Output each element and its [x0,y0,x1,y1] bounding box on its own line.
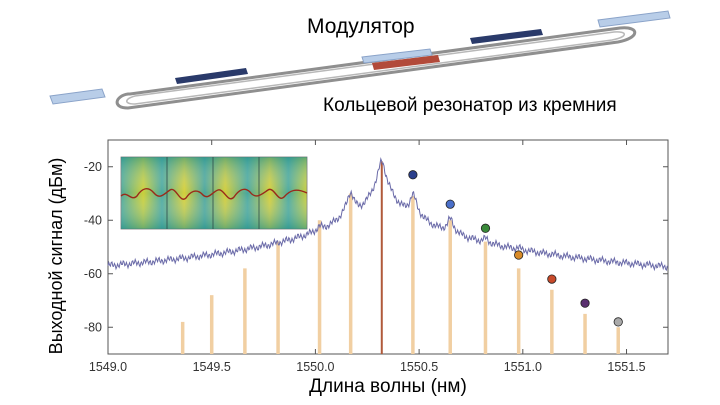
x-tick-label: 1551.0 [504,360,542,374]
electrode-left [175,68,248,84]
comb-marker [445,199,455,209]
comb-marker [613,317,623,327]
spectrum-line [107,157,669,272]
comb-marker [480,223,491,233]
x-tick-label: 1549.0 [89,360,127,374]
comb-markers [408,170,623,327]
x-tick-label: 1551.5 [607,360,645,374]
ring-waveguide-inner [126,31,625,105]
electrode-right [470,29,543,44]
y-tick-label: -40 [84,213,102,227]
ring-resonator-diagram: Модулятор Кольцевой резонатор из кремния [49,10,671,116]
axis-ticks: 1549.0 1549.5 1550.0 1550.5 1551.0 1551.5 -20 -… [84,140,668,374]
modulator-label: Модулятор [307,15,415,38]
x-tick-label: 1550.0 [296,360,334,374]
comb-marker [547,274,557,284]
x-tick-label: 1549.5 [193,360,231,374]
inset-image [120,156,308,230]
output-waveguide [597,10,671,28]
comb-marker [580,298,590,308]
comb-marker [408,170,418,180]
y-tick-label: -20 [84,160,102,174]
modulator-heater [372,55,440,70]
x-axis-label: Длина волны (нм) [309,376,467,397]
ring-waveguide [115,26,637,110]
inset-trace [120,188,308,200]
plot-frame [107,139,669,355]
spectrum-chart: 1549.0 1549.5 1550.0 1550.5 1551.0 1551.5 -20 -… [46,139,669,397]
comb-marker [514,250,524,260]
modulator-pad [361,48,433,64]
y-axis-label: Выходной сигнал (дБм) [46,158,66,355]
input-waveguide [49,88,106,105]
y-tick-label: -80 [84,320,102,334]
comb-lines [180,161,620,354]
y-tick-label: -60 [84,267,102,281]
x-tick-label: 1550.5 [400,360,438,374]
resonator-label: Кольцевой резонатор из кремния [323,95,617,116]
